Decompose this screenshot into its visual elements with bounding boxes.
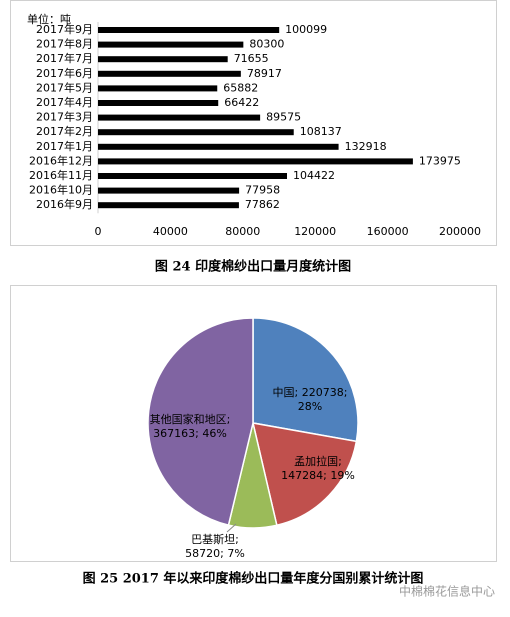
bar	[98, 41, 244, 48]
y-tick-label: 2016年10月	[29, 183, 93, 197]
bar	[98, 85, 218, 92]
y-tick-label: 2017年1月	[36, 139, 93, 153]
y-tick-label: 2017年3月	[36, 110, 93, 124]
watermark: 中棉棉花信息中心	[399, 584, 495, 599]
x-tick-label: 120000	[294, 225, 336, 238]
bar	[98, 187, 240, 194]
y-tick-label: 2017年6月	[36, 66, 93, 80]
data-label: 中国; 220738;	[273, 386, 348, 399]
data-label: 367163; 46%	[153, 427, 227, 440]
x-tick-label: 40000	[153, 225, 188, 238]
caption: 图 24 印度棉纱出口量月度统计图	[155, 259, 351, 275]
y-tick-label: 2017年2月	[36, 124, 93, 138]
data-label: 孟加拉国;	[294, 454, 342, 468]
bar	[98, 27, 280, 33]
data-label: 78917	[247, 67, 282, 80]
data-label: 58720; 7%	[185, 547, 245, 560]
data-label: 巴基斯坦;	[191, 532, 239, 546]
bar	[98, 100, 219, 106]
caption: 图 25 2017 年以来印度棉纱出口量年度分国别累计统计图	[83, 571, 424, 587]
pie-slice	[252, 422, 358, 527]
bar	[98, 70, 241, 77]
data-label: 66422	[224, 96, 259, 109]
data-label: 65882	[223, 81, 258, 94]
pie-slice	[252, 317, 359, 443]
y-tick-label: 2017年4月	[36, 95, 93, 109]
y-tick-label: 2017年8月	[36, 37, 93, 51]
bar	[98, 114, 261, 121]
y-tick-label: 2017年5月	[36, 80, 93, 94]
bar	[98, 129, 294, 136]
x-tick-label: 0	[95, 225, 102, 238]
data-label: 108137	[300, 125, 342, 138]
bar	[98, 158, 413, 165]
bar	[98, 173, 288, 179]
leader-line	[226, 523, 237, 533]
y-tick-label: 2017年7月	[36, 51, 93, 65]
data-label: 89575	[266, 111, 301, 124]
data-label: 其他国家和地区;	[150, 412, 231, 426]
unit-label: 单位：吨	[27, 12, 71, 26]
data-label: 71655	[234, 52, 269, 65]
y-tick-label: 2016年9月	[36, 197, 93, 211]
data-label: 77862	[245, 198, 280, 211]
data-label: 173975	[419, 154, 461, 167]
x-tick-label: 160000	[367, 225, 409, 238]
data-label: 132918	[345, 140, 387, 153]
data-label: 147284; 19%	[281, 469, 355, 482]
y-tick-label: 2016年12月	[29, 153, 93, 167]
bar	[98, 56, 228, 63]
y-tick-label: 2016年11月	[29, 168, 93, 182]
data-label: 100099	[285, 23, 327, 36]
chart-frame	[10, 285, 497, 562]
chart-frame	[10, 0, 497, 246]
y-tick-label: 2017年9月	[36, 22, 93, 36]
bar	[98, 202, 239, 209]
bar	[98, 143, 339, 150]
data-label: 80300	[249, 38, 284, 51]
x-tick-label: 80000	[225, 225, 260, 238]
data-label: 28%	[298, 400, 322, 413]
data-label: 104422	[293, 169, 335, 182]
pie-slice	[147, 317, 254, 527]
data-label: 77958	[245, 184, 280, 197]
x-tick-label: 200000	[439, 225, 481, 238]
